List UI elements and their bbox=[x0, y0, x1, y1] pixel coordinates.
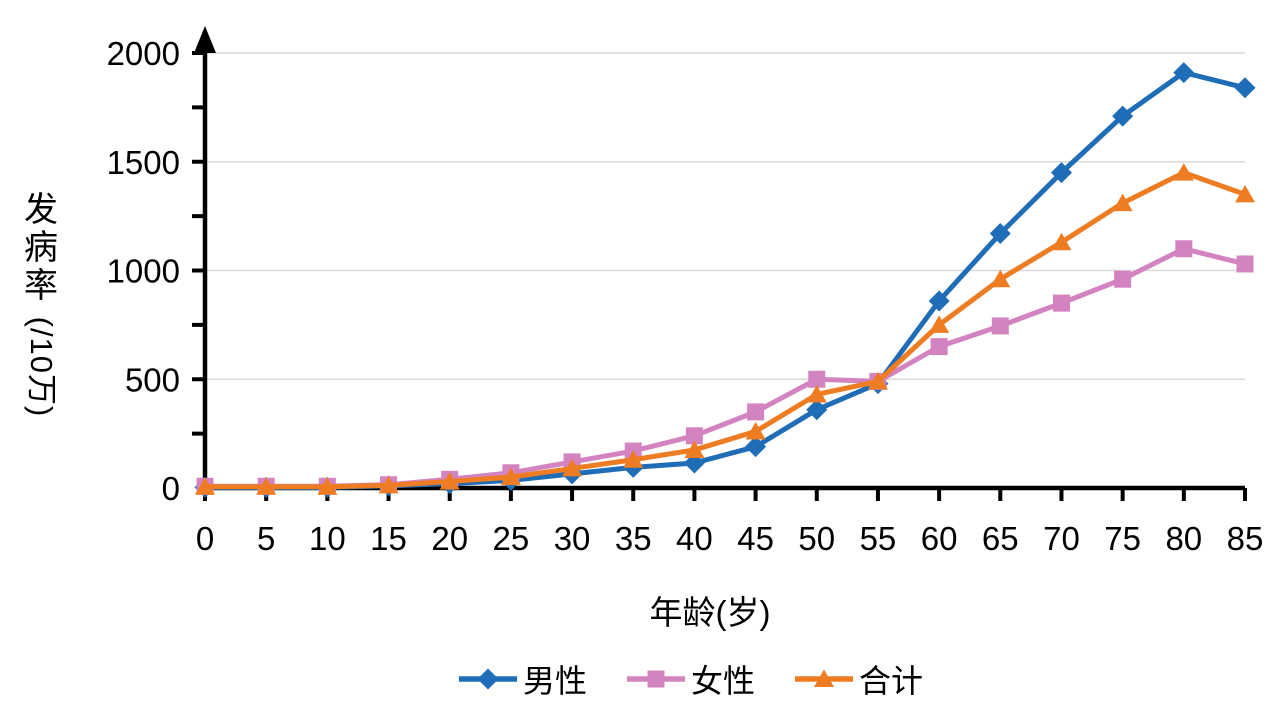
x-tick-label: 45 bbox=[737, 520, 774, 557]
y-axis-title-char: 发 bbox=[24, 191, 58, 229]
series-marker-female bbox=[1175, 240, 1193, 258]
series-marker-total bbox=[684, 440, 705, 458]
y-axis-title-char: 率 bbox=[24, 267, 58, 305]
legend-label-male: 男性 bbox=[522, 663, 587, 699]
legend-marker-male-diamond-icon bbox=[458, 668, 517, 690]
y-tick-label: 1000 bbox=[107, 253, 180, 290]
y-axis-title-unit: (/10万) bbox=[24, 316, 60, 418]
x-tick-label: 55 bbox=[860, 520, 897, 557]
legend-marker-female-square-icon bbox=[626, 670, 685, 688]
series-marker-total bbox=[562, 458, 583, 477]
series-marker-male bbox=[1112, 105, 1134, 127]
series-marker-total bbox=[1173, 163, 1194, 181]
x-tick-label: 65 bbox=[982, 520, 1019, 557]
series-marker-total bbox=[623, 450, 644, 468]
series-marker-female bbox=[685, 427, 703, 445]
series-marker-female bbox=[747, 403, 765, 421]
series-marker-female bbox=[1114, 270, 1132, 288]
series-marker-total bbox=[929, 315, 950, 333]
x-tick-label: 20 bbox=[431, 520, 468, 557]
x-tick-label: 15 bbox=[370, 520, 407, 557]
series-marker-total bbox=[317, 477, 338, 495]
y-tick-label: 500 bbox=[125, 361, 180, 398]
x-tick-label: 50 bbox=[798, 520, 835, 557]
legend-item-total: 合计 bbox=[795, 656, 923, 702]
series-marker-male bbox=[1173, 62, 1195, 84]
x-tick-label: 25 bbox=[493, 520, 530, 557]
series-marker-total bbox=[1051, 232, 1072, 251]
series-marker-total bbox=[500, 467, 521, 486]
series-marker-male bbox=[1050, 162, 1072, 184]
x-tick-label: 5 bbox=[257, 520, 275, 557]
series-line-total bbox=[205, 170, 1246, 490]
series-marker-male bbox=[806, 399, 828, 421]
x-tick-label: 70 bbox=[1043, 520, 1080, 557]
x-axis-title: 年龄(岁) bbox=[649, 594, 771, 631]
series-marker-female bbox=[930, 338, 948, 356]
series-marker-total bbox=[990, 269, 1011, 288]
series-marker-total bbox=[867, 371, 888, 390]
legend-label-female: 女性 bbox=[690, 663, 755, 699]
series-marker-female bbox=[1052, 294, 1070, 312]
legend-marker-male bbox=[477, 668, 499, 690]
legend: 男性 女性 合计 bbox=[51, 656, 1280, 702]
series-marker-male bbox=[928, 290, 950, 312]
x-tick-label: 30 bbox=[554, 520, 591, 557]
legend-marker-total-triangle-icon bbox=[795, 669, 853, 687]
series-marker-total bbox=[378, 475, 399, 494]
series-marker-female bbox=[808, 370, 826, 388]
series-marker-total bbox=[256, 477, 277, 495]
series-marker-female bbox=[1236, 255, 1254, 273]
legend-marker-female bbox=[647, 670, 665, 688]
series-marker-male bbox=[989, 223, 1011, 245]
y-tick-label: 0 bbox=[162, 470, 180, 507]
y-axis-title-char: 病 bbox=[24, 229, 58, 267]
y-axis-title: 发 病 率 (/10万) bbox=[18, 191, 64, 428]
series-marker-total bbox=[745, 421, 766, 440]
y-tick-label: 1500 bbox=[107, 144, 180, 181]
x-tick-label: 60 bbox=[921, 520, 958, 557]
legend-item-female: 女性 bbox=[626, 656, 755, 702]
x-tick-label: 35 bbox=[615, 520, 652, 557]
series-marker-total bbox=[1112, 193, 1133, 212]
x-tick-label: 40 bbox=[676, 520, 713, 557]
x-tick-label: 80 bbox=[1165, 520, 1202, 557]
series-marker-total bbox=[806, 384, 827, 403]
x-tick-label: 0 bbox=[196, 520, 214, 557]
series-marker-male bbox=[745, 436, 767, 458]
series-marker-female bbox=[991, 317, 1009, 335]
legend-item-male: 男性 bbox=[458, 656, 587, 702]
y-axis-arrow-icon bbox=[194, 26, 216, 53]
series-marker-total bbox=[439, 471, 460, 490]
x-tick-label: 10 bbox=[309, 520, 346, 557]
series-marker-total bbox=[195, 477, 215, 495]
series-marker-total bbox=[1235, 184, 1255, 203]
x-tick-label: 85 bbox=[1227, 520, 1264, 557]
legend-marker-total bbox=[814, 669, 834, 687]
legend-label-total: 合计 bbox=[859, 663, 924, 699]
series-marker-male bbox=[1234, 77, 1256, 99]
x-tick-label: 75 bbox=[1104, 520, 1141, 557]
y-tick-label: 2000 bbox=[107, 35, 180, 72]
series-line-female bbox=[205, 246, 1246, 489]
